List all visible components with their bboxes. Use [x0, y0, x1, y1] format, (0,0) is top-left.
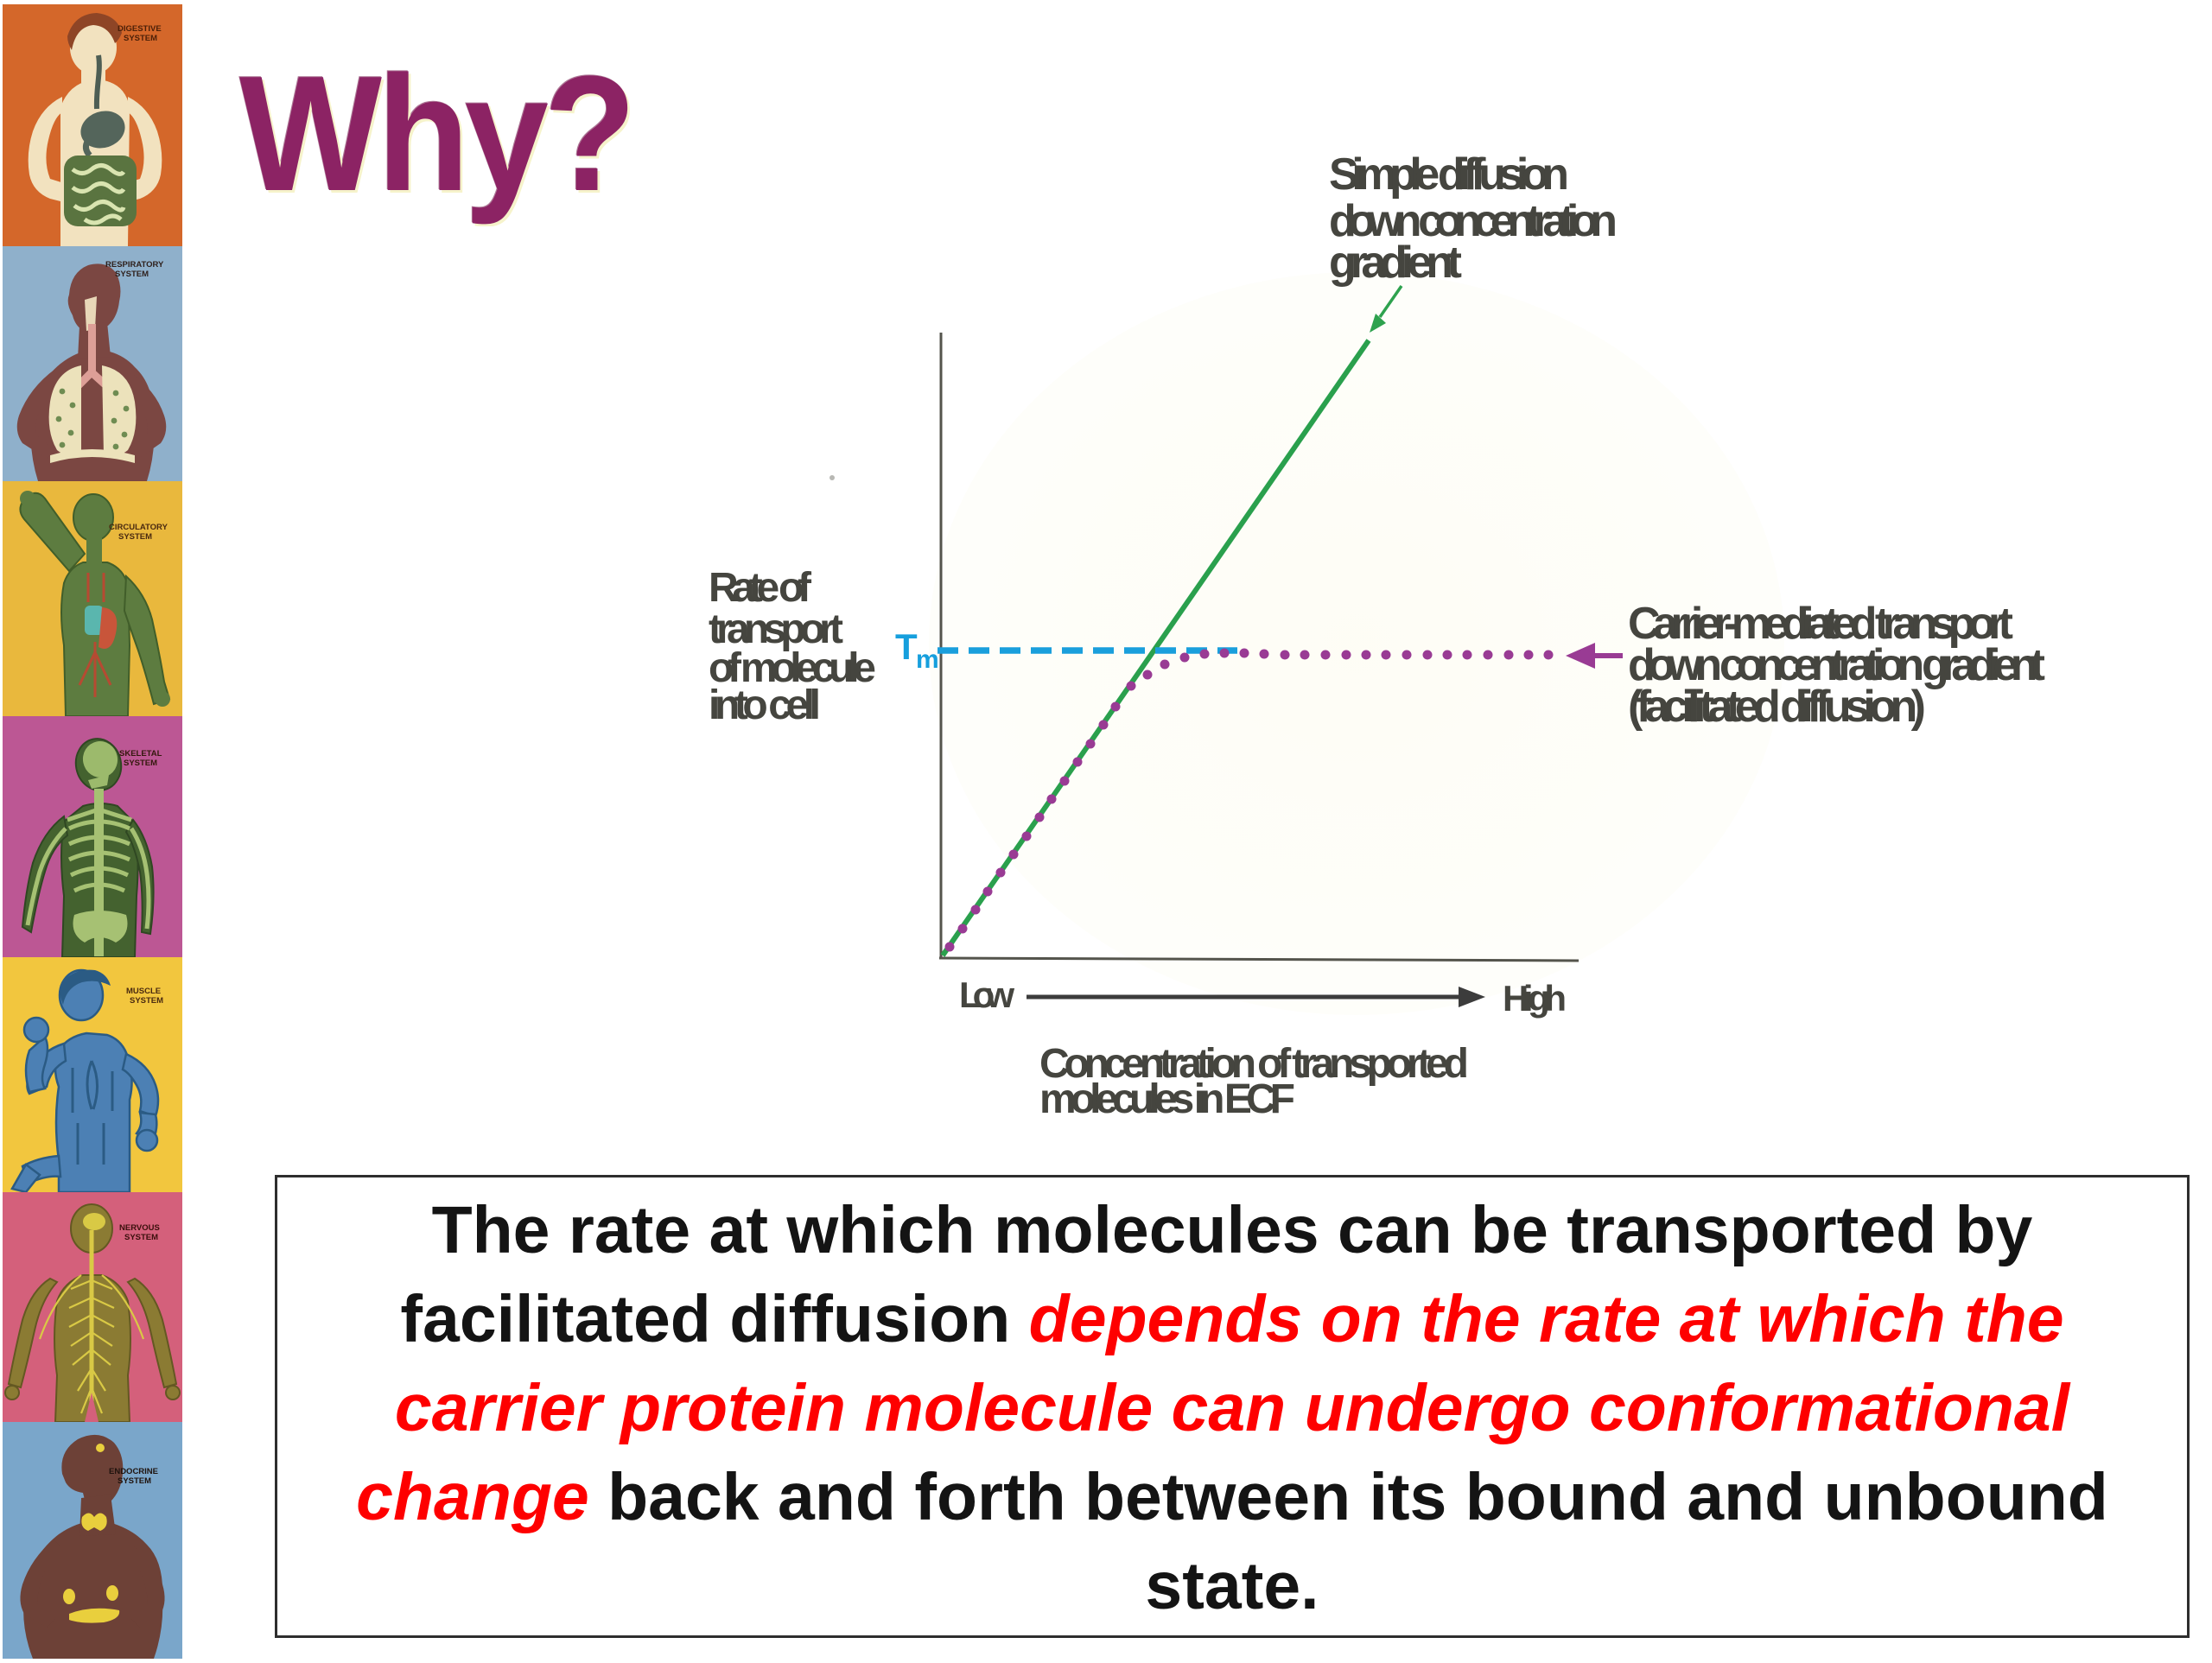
svg-text:SYSTEM: SYSTEM	[115, 270, 149, 279]
svg-text:gradient: gradient	[1329, 238, 1462, 288]
svg-text:Rate of: Rate of	[709, 565, 812, 611]
svg-text:NERVOUS: NERVOUS	[119, 1223, 160, 1233]
svg-text:of molecule: of molecule	[709, 645, 876, 691]
svg-text:down concentration gradient: down concentration gradient	[1628, 640, 2045, 690]
svg-text:RESPIRATORY: RESPIRATORY	[105, 260, 164, 270]
svg-text:(facilitated diffusion): (facilitated diffusion)	[1628, 682, 1926, 732]
svg-text:ENDOCRINE: ENDOCRINE	[109, 1467, 158, 1476]
svg-text:T: T	[895, 626, 918, 667]
svg-text:SYSTEM: SYSTEM	[124, 1233, 158, 1242]
svg-text:m: m	[916, 645, 939, 674]
svg-text:Simple diffusion: Simple diffusion	[1329, 149, 1569, 200]
svg-text:DIGESTIVE: DIGESTIVE	[118, 24, 162, 34]
svg-text:transport: transport	[709, 606, 843, 652]
svg-text:molecules in ECF: molecules in ECF	[1039, 1076, 1295, 1122]
svg-text:SYSTEM: SYSTEM	[124, 759, 157, 768]
svg-text:SYSTEM: SYSTEM	[118, 1476, 151, 1486]
svg-text:Low: Low	[959, 974, 1014, 1015]
svg-text:CIRCULATORY: CIRCULATORY	[109, 523, 168, 532]
svg-text:High: High	[1503, 978, 1567, 1019]
svg-text:SYSTEM: SYSTEM	[124, 34, 157, 43]
svg-text:Concentration of transported: Concentration of transported	[1039, 1041, 1469, 1087]
svg-text:Carrier-mediated transport: Carrier-mediated transport	[1628, 599, 2013, 649]
svg-text:SYSTEM: SYSTEM	[118, 532, 152, 542]
svg-text:SKELETAL: SKELETAL	[119, 749, 162, 759]
svg-text:SYSTEM: SYSTEM	[130, 996, 163, 1006]
svg-text:down concentration: down concentration	[1329, 196, 1618, 246]
svg-text:MUSCLE: MUSCLE	[126, 987, 161, 996]
svg-text:into cell: into cell	[709, 682, 821, 728]
